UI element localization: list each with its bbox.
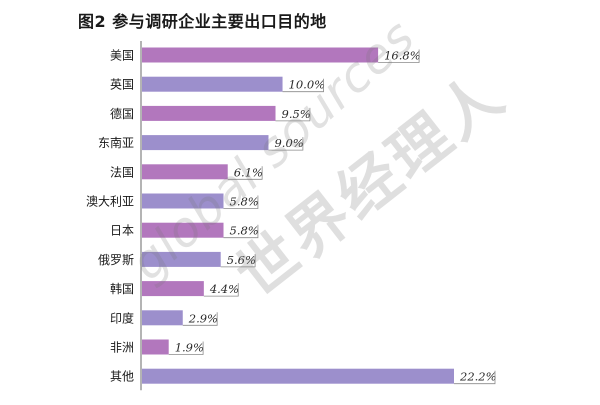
value-label-bracket: [268, 137, 304, 151]
category-label: 美国: [110, 49, 134, 63]
category-label: 法国: [110, 165, 134, 179]
bar: [142, 76, 283, 92]
value-label-bracket: [203, 283, 239, 297]
bar: [142, 368, 454, 384]
bar: [142, 310, 183, 326]
value-label-bracket: [282, 78, 324, 93]
value-label-bracket: [454, 370, 496, 385]
value-label: 16.8%: [384, 49, 421, 63]
bar: [142, 164, 228, 180]
category-label: 澳大利亚: [86, 195, 134, 209]
chart-title: 图2 参与调研企业主要出口目的地: [78, 12, 327, 31]
value-label: 4.4%: [209, 282, 239, 296]
bar: [142, 339, 169, 355]
bar: [142, 105, 276, 121]
value-label-bracket: [223, 224, 259, 239]
value-label: 5.8%: [230, 224, 259, 238]
value-label: 6.1%: [234, 165, 263, 179]
value-label: 1.9%: [175, 341, 204, 355]
category-label: 东南亚: [98, 135, 134, 150]
category-label: 其他: [110, 370, 134, 384]
category-label: 日本: [110, 224, 134, 238]
category-label: 非洲: [110, 341, 134, 355]
value-label: 2.9%: [188, 311, 218, 325]
bar: [142, 281, 204, 297]
value-label-bracket: [275, 107, 311, 122]
bar: [142, 47, 379, 63]
value-label: 5.8%: [230, 195, 259, 209]
category-label: 印度: [110, 310, 134, 325]
value-label: 10.0%: [289, 78, 326, 92]
value-label: 9.0%: [274, 136, 303, 150]
value-label-bracket: [223, 195, 259, 209]
category-label: 英国: [110, 78, 134, 92]
value-label-bracket: [378, 49, 420, 63]
bar: [142, 193, 224, 209]
bar: [142, 135, 269, 151]
value-label: 9.5%: [282, 107, 311, 121]
value-label: 22.2%: [459, 370, 497, 384]
value-label-bracket: [168, 341, 204, 355]
value-label-bracket: [182, 312, 218, 326]
value-label-bracket: [227, 166, 263, 180]
value-label: 5.6%: [227, 253, 256, 267]
value-label-bracket: [220, 253, 256, 268]
bar: [142, 222, 224, 238]
category-label: 韩国: [110, 281, 134, 296]
category-label: 德国: [110, 106, 134, 121]
bar: [142, 251, 221, 267]
category-label: 俄罗斯: [98, 253, 134, 267]
